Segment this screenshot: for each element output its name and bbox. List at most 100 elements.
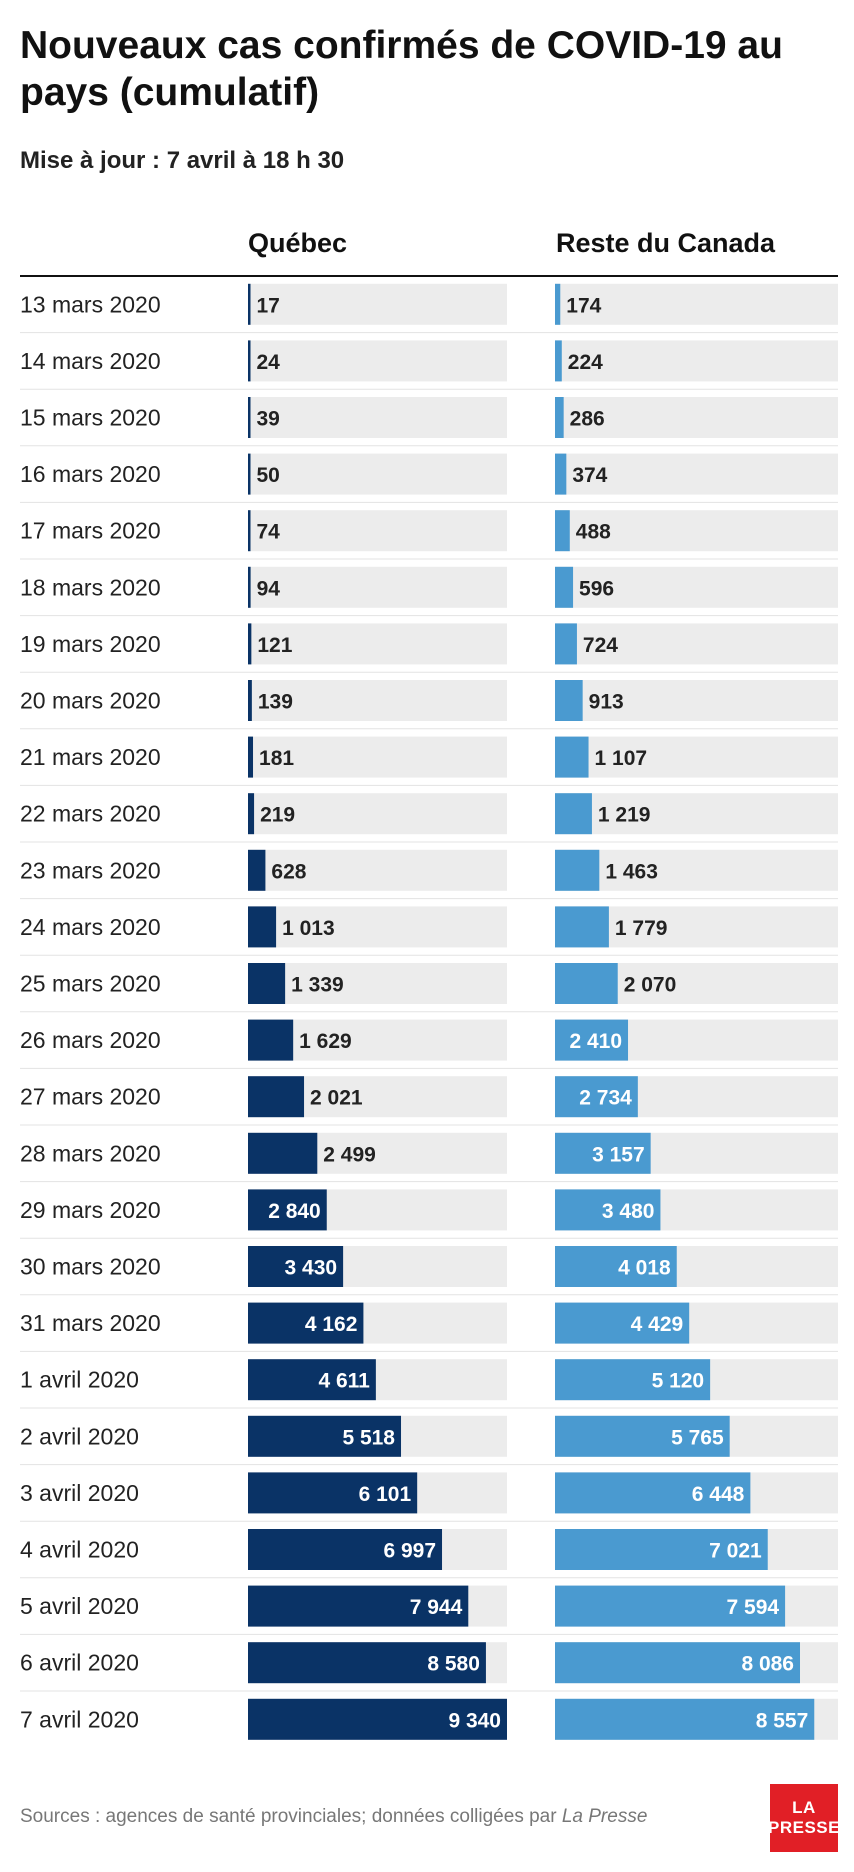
date-label: 28 mars 2020 xyxy=(20,1140,161,1166)
bar-quebec xyxy=(248,1076,305,1118)
value-label-quebec: 7 944 xyxy=(410,1596,463,1619)
date-label: 16 mars 2020 xyxy=(20,461,161,487)
value-label-reste-du-canada: 2 410 xyxy=(569,1030,622,1053)
value-label-reste-du-canada: 5 765 xyxy=(671,1426,724,1449)
value-label-quebec: 628 xyxy=(271,860,306,883)
bar-reste-du-canada xyxy=(555,736,589,778)
date-label: 3 avril 2020 xyxy=(20,1480,139,1506)
bar-track-quebec xyxy=(248,736,507,778)
bar-reste-du-canada xyxy=(555,510,570,552)
value-label-reste-du-canada: 1 219 xyxy=(598,804,651,827)
value-label-reste-du-canada: 2 070 xyxy=(624,974,677,997)
bar-reste-du-canada xyxy=(555,453,567,495)
bar-reste-du-canada xyxy=(555,1302,690,1344)
bar-reste-du-canada xyxy=(555,1019,629,1061)
value-label-quebec: 17 xyxy=(257,294,280,317)
bar-track-reste-du-canada xyxy=(555,510,838,552)
value-label-reste-du-canada: 7 021 xyxy=(709,1540,762,1563)
date-label: 1 avril 2020 xyxy=(20,1367,139,1393)
la-presse-logo: LA PRESSE xyxy=(768,1784,840,1852)
bar-reste-du-canada xyxy=(555,1529,768,1570)
bar-reste-du-canada xyxy=(555,1189,661,1231)
bar-quebec xyxy=(248,1472,418,1514)
value-label-reste-du-canada: 3 157 xyxy=(592,1143,645,1166)
value-label-quebec: 4 162 xyxy=(305,1313,358,1336)
bar-quebec xyxy=(248,849,266,891)
bar-quebec xyxy=(248,1246,344,1287)
value-label-quebec: 8 580 xyxy=(427,1653,480,1676)
bar-quebec xyxy=(248,906,277,948)
bar-reste-du-canada xyxy=(555,1585,786,1627)
bar-track-reste-du-canada xyxy=(555,623,838,665)
bar-reste-du-canada xyxy=(555,963,618,1004)
chart-subtitle: Mise à jour : 7 avril à 18 h 30 xyxy=(20,147,345,174)
bar-quebec xyxy=(248,793,255,835)
bar-reste-du-canada xyxy=(555,1472,751,1514)
date-label: 21 mars 2020 xyxy=(20,744,161,770)
value-label-quebec: 1 339 xyxy=(291,974,344,997)
bar-track-quebec xyxy=(248,340,507,382)
date-label: 18 mars 2020 xyxy=(20,574,161,600)
bar-reste-du-canada xyxy=(555,1132,651,1174)
bar-track-reste-du-canada xyxy=(555,680,838,721)
value-label-quebec: 219 xyxy=(260,804,295,827)
chart-title: Nouveaux cas confirmés de COVID-19 au pa… xyxy=(20,24,783,114)
value-label-reste-du-canada: 6 448 xyxy=(692,1483,745,1506)
source-publisher: La Presse xyxy=(561,1806,648,1827)
bar-track-quebec xyxy=(248,680,507,721)
date-label: 25 mars 2020 xyxy=(20,971,161,997)
date-label: 22 mars 2020 xyxy=(20,801,161,827)
value-label-reste-du-canada: 596 xyxy=(579,577,614,600)
bar-track-quebec xyxy=(248,906,507,948)
bar-quebec xyxy=(248,1642,486,1684)
date-label: 13 mars 2020 xyxy=(20,291,161,317)
source-text: Sources : agences de santé provinciales;… xyxy=(20,1806,562,1827)
date-label: 15 mars 2020 xyxy=(20,405,161,431)
bar-track-reste-du-canada xyxy=(555,793,838,835)
date-label: 29 mars 2020 xyxy=(20,1197,161,1223)
value-label-quebec: 94 xyxy=(257,577,281,600)
bar-reste-du-canada xyxy=(555,340,562,382)
bar-track-reste-du-canada xyxy=(555,340,838,382)
bar-track-reste-du-canada xyxy=(555,736,838,778)
bar-quebec xyxy=(248,1189,327,1231)
value-label-quebec: 2 499 xyxy=(323,1143,376,1166)
bar-quebec xyxy=(248,1019,294,1061)
value-label-reste-du-canada: 4 429 xyxy=(631,1313,684,1336)
bar-reste-du-canada xyxy=(555,1415,730,1457)
bar-reste-du-canada xyxy=(555,1359,711,1401)
bar-reste-du-canada xyxy=(555,793,592,835)
bar-reste-du-canada xyxy=(555,283,561,325)
bar-quebec xyxy=(248,1359,376,1401)
bar-quebec xyxy=(248,1415,402,1457)
value-label-quebec: 5 518 xyxy=(342,1426,395,1449)
value-label-reste-du-canada: 174 xyxy=(566,294,601,317)
date-label: 4 avril 2020 xyxy=(20,1537,139,1563)
value-label-reste-du-canada: 3 480 xyxy=(602,1200,655,1223)
value-label-reste-du-canada: 488 xyxy=(576,521,611,544)
bar-track-reste-du-canada xyxy=(555,849,838,891)
bar-quebec xyxy=(248,340,251,382)
bar-reste-du-canada xyxy=(555,1642,801,1684)
value-label-reste-du-canada: 1 107 xyxy=(595,747,648,770)
value-label-quebec: 181 xyxy=(259,747,294,770)
bar-reste-du-canada xyxy=(555,566,574,608)
value-label-quebec: 6 997 xyxy=(383,1540,436,1563)
bar-quebec xyxy=(248,1302,364,1344)
bar-track-reste-du-canada xyxy=(555,453,838,495)
date-label: 31 mars 2020 xyxy=(20,1310,161,1336)
value-label-quebec: 121 xyxy=(257,634,292,657)
value-label-reste-du-canada: 913 xyxy=(589,691,624,714)
value-label-quebec: 2 840 xyxy=(268,1200,321,1223)
bar-quebec xyxy=(248,566,251,608)
bar-quebec xyxy=(248,1132,318,1174)
value-label-quebec: 74 xyxy=(257,521,281,544)
value-label-quebec: 39 xyxy=(257,408,280,431)
value-label-reste-du-canada: 4 018 xyxy=(618,1257,671,1280)
bar-track-quebec xyxy=(248,963,507,1004)
value-label-reste-du-canada: 374 xyxy=(572,464,607,487)
bar-track-reste-du-canada xyxy=(555,283,838,325)
source-note: Sources : agences de santé provinciales;… xyxy=(20,1806,647,1828)
logo-line-2: PRESSE xyxy=(768,1818,840,1837)
bar-quebec xyxy=(248,623,252,665)
